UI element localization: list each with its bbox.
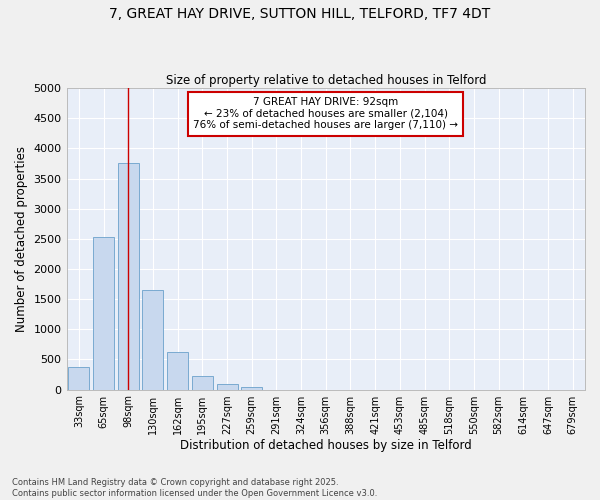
Bar: [167, 352, 188, 390]
Bar: [217, 384, 238, 390]
Text: 7 GREAT HAY DRIVE: 92sqm
← 23% of detached houses are smaller (2,104)
76% of sem: 7 GREAT HAY DRIVE: 92sqm ← 23% of detach…: [193, 97, 458, 130]
Text: Contains HM Land Registry data © Crown copyright and database right 2025.
Contai: Contains HM Land Registry data © Crown c…: [12, 478, 377, 498]
Bar: [241, 386, 262, 390]
Bar: [118, 163, 139, 390]
Bar: [68, 366, 89, 390]
Text: 7, GREAT HAY DRIVE, SUTTON HILL, TELFORD, TF7 4DT: 7, GREAT HAY DRIVE, SUTTON HILL, TELFORD…: [109, 8, 491, 22]
X-axis label: Distribution of detached houses by size in Telford: Distribution of detached houses by size …: [180, 440, 472, 452]
Y-axis label: Number of detached properties: Number of detached properties: [15, 146, 28, 332]
Title: Size of property relative to detached houses in Telford: Size of property relative to detached ho…: [166, 74, 486, 87]
Bar: [142, 290, 163, 390]
Bar: [93, 237, 114, 390]
Bar: [192, 376, 213, 390]
